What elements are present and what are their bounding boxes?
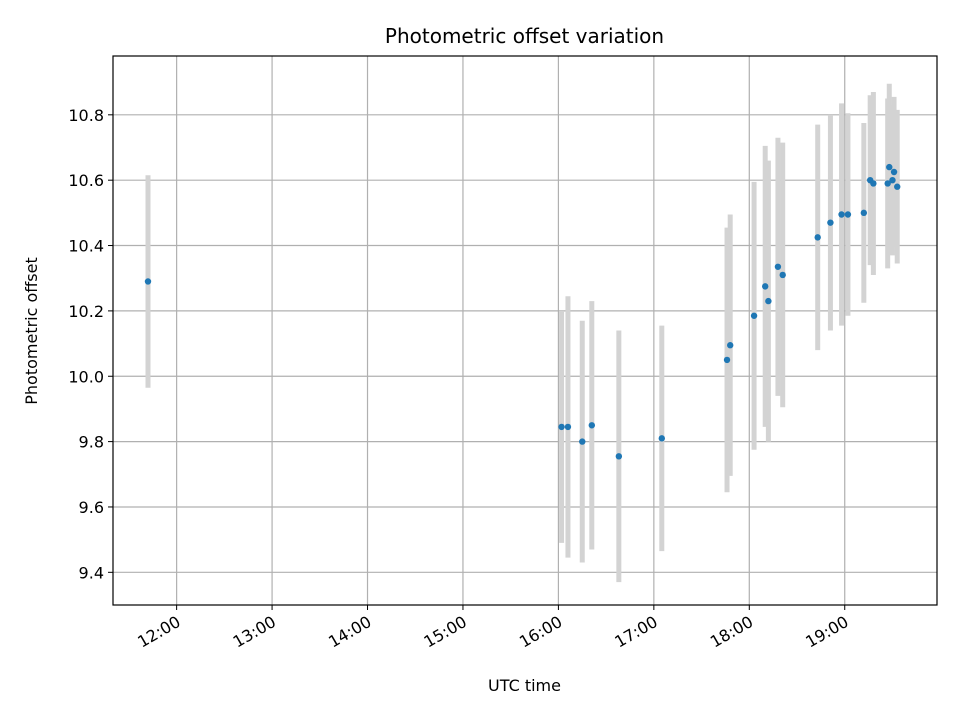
data-point <box>779 271 786 279</box>
data-point <box>774 263 782 270</box>
data-point <box>860 209 868 217</box>
y-tick-label: 10.6 <box>68 171 104 190</box>
data-point <box>838 211 845 218</box>
grid <box>113 56 937 605</box>
data-point <box>615 453 623 460</box>
data-point <box>894 183 901 190</box>
y-tick-label: 9.6 <box>79 498 104 517</box>
y-axis-ticks: 9.4 9.6 9.8 10.0 10.2 10.4 10.6 10.8 <box>68 106 113 582</box>
y-axis-label: Photometric offset <box>22 257 41 405</box>
data-point <box>727 342 734 349</box>
plot-frame <box>112 55 938 606</box>
data-point <box>579 438 586 445</box>
x-tick-label: 17:00 <box>611 612 660 652</box>
x-tick-label: 16:00 <box>516 612 565 652</box>
data-point <box>723 356 731 364</box>
x-tick-label: 13:00 <box>230 612 279 652</box>
data-point <box>844 211 852 218</box>
data-point <box>870 180 877 187</box>
y-tick-label: 10.8 <box>68 106 104 125</box>
x-tick-label: 15:00 <box>421 612 470 652</box>
data-point <box>658 435 666 442</box>
data-point <box>750 312 758 319</box>
chart-title: Photometric offset variation <box>385 24 664 48</box>
x-tick-label: 14:00 <box>325 612 374 652</box>
y-tick-label: 10.4 <box>68 237 104 256</box>
x-axis-ticks: 12:00 13:00 14:00 15:00 16:00 17:00 18:00 19:00 <box>134 605 852 652</box>
data-point <box>558 423 565 431</box>
y-tick-label: 9.4 <box>79 563 104 582</box>
y-tick-label: 10.0 <box>68 367 104 386</box>
data-point <box>884 180 891 187</box>
data-point <box>890 168 898 176</box>
y-tick-label: 10.2 <box>68 302 104 321</box>
x-tick-label: 19:00 <box>802 612 851 652</box>
x-tick-label: 18:00 <box>707 612 756 652</box>
data-point <box>762 283 769 290</box>
data-point <box>814 234 821 241</box>
data-point <box>765 297 772 305</box>
data-point <box>827 219 834 226</box>
y-tick-label: 9.8 <box>79 433 104 452</box>
x-axis-label: UTC time <box>488 676 561 695</box>
data-point <box>889 176 896 184</box>
data-point <box>564 423 572 431</box>
data-points <box>144 163 901 460</box>
data-point <box>588 422 596 429</box>
data-point <box>886 163 893 171</box>
x-tick-label: 12:00 <box>134 612 183 652</box>
data-point <box>144 278 152 285</box>
